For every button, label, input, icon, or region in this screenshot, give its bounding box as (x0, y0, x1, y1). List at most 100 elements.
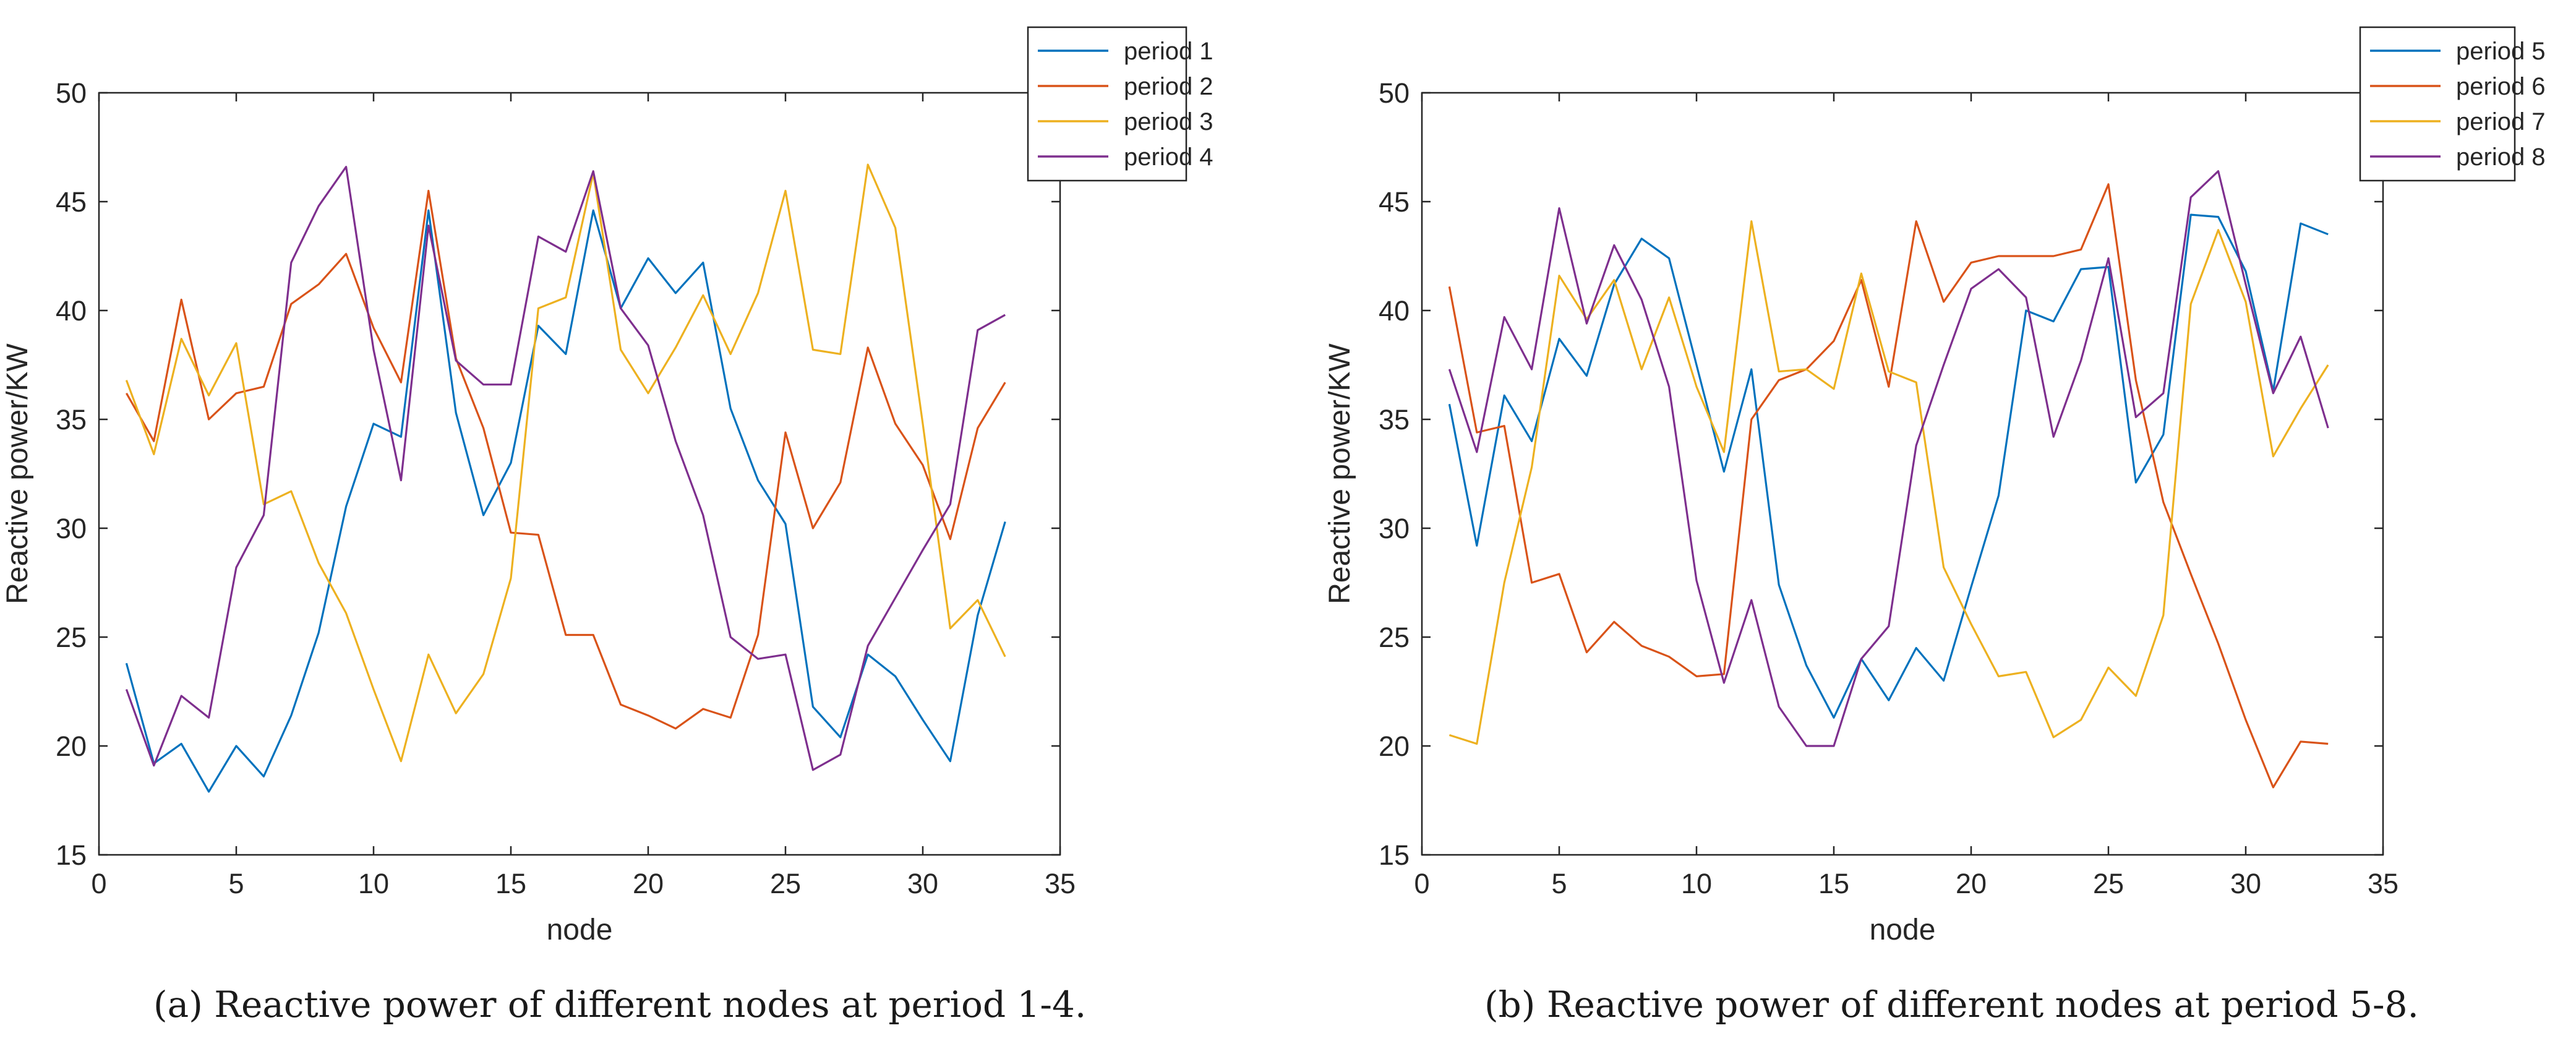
y-tick-label: 50 (56, 77, 87, 109)
data-point-period-2 (811, 527, 814, 529)
data-point-period-8 (1805, 745, 1808, 747)
data-point-period-4 (592, 170, 594, 173)
data-point-period-4 (565, 251, 567, 253)
x-tick-label: 35 (1045, 868, 1076, 899)
data-point-period-1 (922, 719, 924, 721)
series-line-period-6 (1448, 183, 2329, 789)
data-point-period-2 (757, 633, 760, 636)
data-point-period-2 (647, 714, 649, 717)
data-point-period-3 (317, 562, 320, 564)
data-point-period-4 (922, 549, 924, 551)
data-point-period-6 (2272, 786, 2274, 789)
x-tick-label: 25 (2093, 868, 2124, 899)
data-point-period-4 (811, 769, 814, 771)
x-tick-label: 35 (2368, 868, 2398, 899)
data-point-period-6 (1476, 431, 1478, 434)
data-point-period-8 (2162, 392, 2165, 395)
data-point-period-1 (674, 292, 677, 294)
y-axis-label: Reactive power/KW (1324, 343, 1356, 604)
data-point-period-5 (1970, 586, 1972, 588)
data-point-period-8 (1915, 444, 1917, 447)
data-point-period-4 (949, 503, 951, 505)
data-point-period-7 (1613, 279, 1615, 281)
data-point-period-6 (2025, 255, 2027, 257)
data-point-period-7 (2189, 302, 2192, 305)
data-point-period-1 (867, 653, 869, 656)
data-point-period-3 (290, 490, 293, 492)
data-point-period-8 (2300, 335, 2302, 338)
x-tick-label: 10 (1681, 868, 1712, 899)
data-point-period-3 (180, 338, 182, 340)
data-point-period-1 (949, 760, 951, 763)
y-tick-label: 30 (56, 513, 87, 544)
data-point-period-4 (400, 479, 402, 482)
data-point-period-3 (922, 422, 924, 425)
data-point-period-7 (2300, 407, 2302, 409)
data-point-period-1 (839, 736, 842, 739)
data-point-period-5 (1915, 647, 1917, 649)
data-point-period-6 (1503, 425, 1505, 427)
data-point-period-1 (235, 745, 237, 747)
data-point-period-8 (1943, 364, 1945, 366)
data-point-period-5 (2052, 320, 2055, 323)
data-point-period-5 (1888, 699, 1890, 701)
data-point-period-2 (262, 385, 265, 388)
data-point-period-4 (729, 636, 732, 638)
y-tick-label: 35 (56, 404, 87, 435)
data-point-period-3 (811, 348, 814, 351)
data-point-period-3 (1004, 656, 1006, 658)
data-point-period-1 (317, 632, 320, 634)
data-point-period-4 (702, 514, 704, 516)
data-point-period-3 (867, 163, 869, 166)
data-point-period-2 (372, 327, 375, 329)
data-point-period-6 (1997, 255, 2000, 257)
series-line-period-4 (125, 166, 1006, 771)
data-point-period-7 (1722, 451, 1725, 453)
data-point-period-8 (1695, 579, 1698, 581)
data-point-period-1 (510, 461, 512, 464)
data-point-period-4 (372, 348, 375, 351)
data-point-period-7 (2217, 229, 2220, 231)
data-point-period-4 (317, 205, 320, 207)
data-point-period-8 (2189, 196, 2192, 199)
legend-label: period 2 (1124, 73, 1213, 100)
data-point-period-8 (2052, 435, 2055, 438)
data-point-period-4 (290, 262, 293, 264)
chart-1: 0 5 10 15 20 25 30 35 15 20 25 30 35 40 45 50 node Reacti… (1, 26, 1213, 946)
data-point-period-2 (949, 538, 951, 541)
data-point-period-2 (400, 381, 402, 383)
data-point-period-6 (2134, 379, 2137, 382)
data-point-period-8 (1640, 298, 1643, 301)
data-point-period-8 (1833, 745, 1835, 747)
data-point-period-1 (262, 775, 265, 778)
data-point-period-4 (620, 307, 622, 309)
data-point-period-4 (455, 359, 457, 362)
data-point-period-1 (592, 209, 594, 212)
data-point-period-8 (1476, 451, 1478, 453)
data-point-period-8 (1531, 368, 1533, 371)
data-point-period-6 (1722, 673, 1725, 675)
data-point-period-6 (1750, 418, 1753, 421)
data-point-period-2 (565, 633, 567, 636)
data-point-period-7 (2052, 736, 2055, 739)
data-point-period-7 (1668, 296, 1671, 299)
data-point-period-2 (537, 534, 539, 536)
data-point-period-2 (839, 481, 842, 484)
data-point-period-2 (208, 418, 210, 421)
data-point-period-6 (1640, 645, 1643, 647)
plot-area (1421, 92, 2384, 856)
legend-label: period 1 (1124, 38, 1213, 65)
data-point-period-1 (208, 790, 210, 793)
data-point-period-8 (1503, 316, 1505, 319)
data-point-period-8 (2025, 296, 2027, 299)
data-point-period-3 (125, 379, 127, 382)
x-tick-label: 10 (358, 868, 389, 899)
data-point-period-5 (2162, 434, 2165, 436)
data-point-period-3 (702, 294, 704, 296)
data-point-period-6 (2107, 183, 2110, 186)
y-tick-label: 30 (1379, 513, 1410, 544)
data-point-period-6 (2300, 740, 2302, 743)
data-point-period-8 (1585, 322, 1588, 325)
data-point-period-1 (180, 742, 182, 745)
data-point-period-2 (510, 531, 512, 534)
